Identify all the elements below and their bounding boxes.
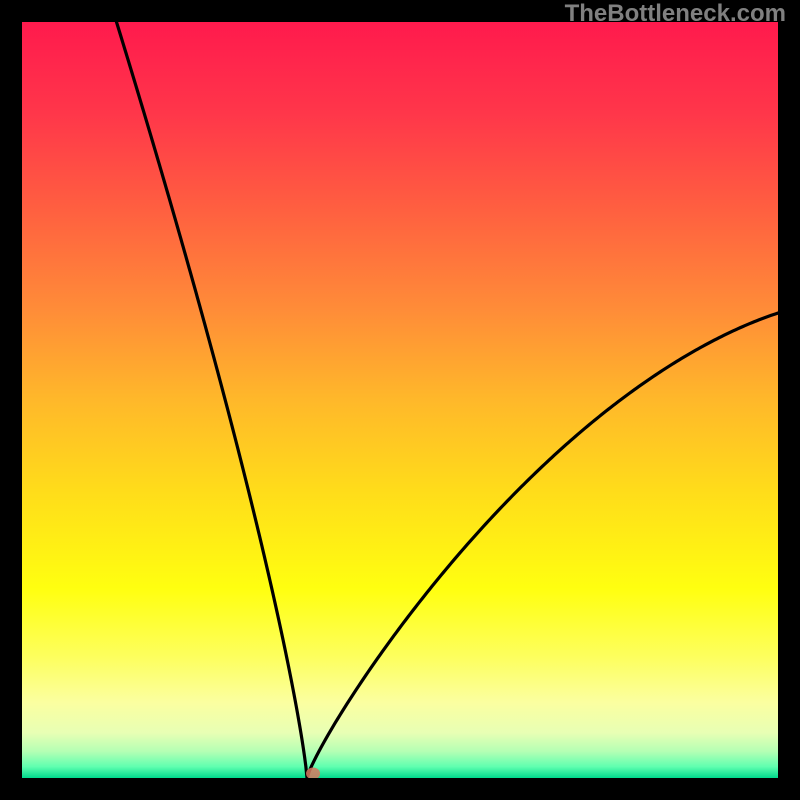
chart-container: TheBottleneck.com bbox=[0, 0, 800, 800]
bottleneck-curve bbox=[22, 22, 778, 778]
watermark-text: TheBottleneck.com bbox=[565, 0, 786, 28]
curve-path bbox=[117, 22, 779, 778]
optimal-point-marker bbox=[306, 767, 320, 778]
plot-area bbox=[22, 22, 778, 778]
